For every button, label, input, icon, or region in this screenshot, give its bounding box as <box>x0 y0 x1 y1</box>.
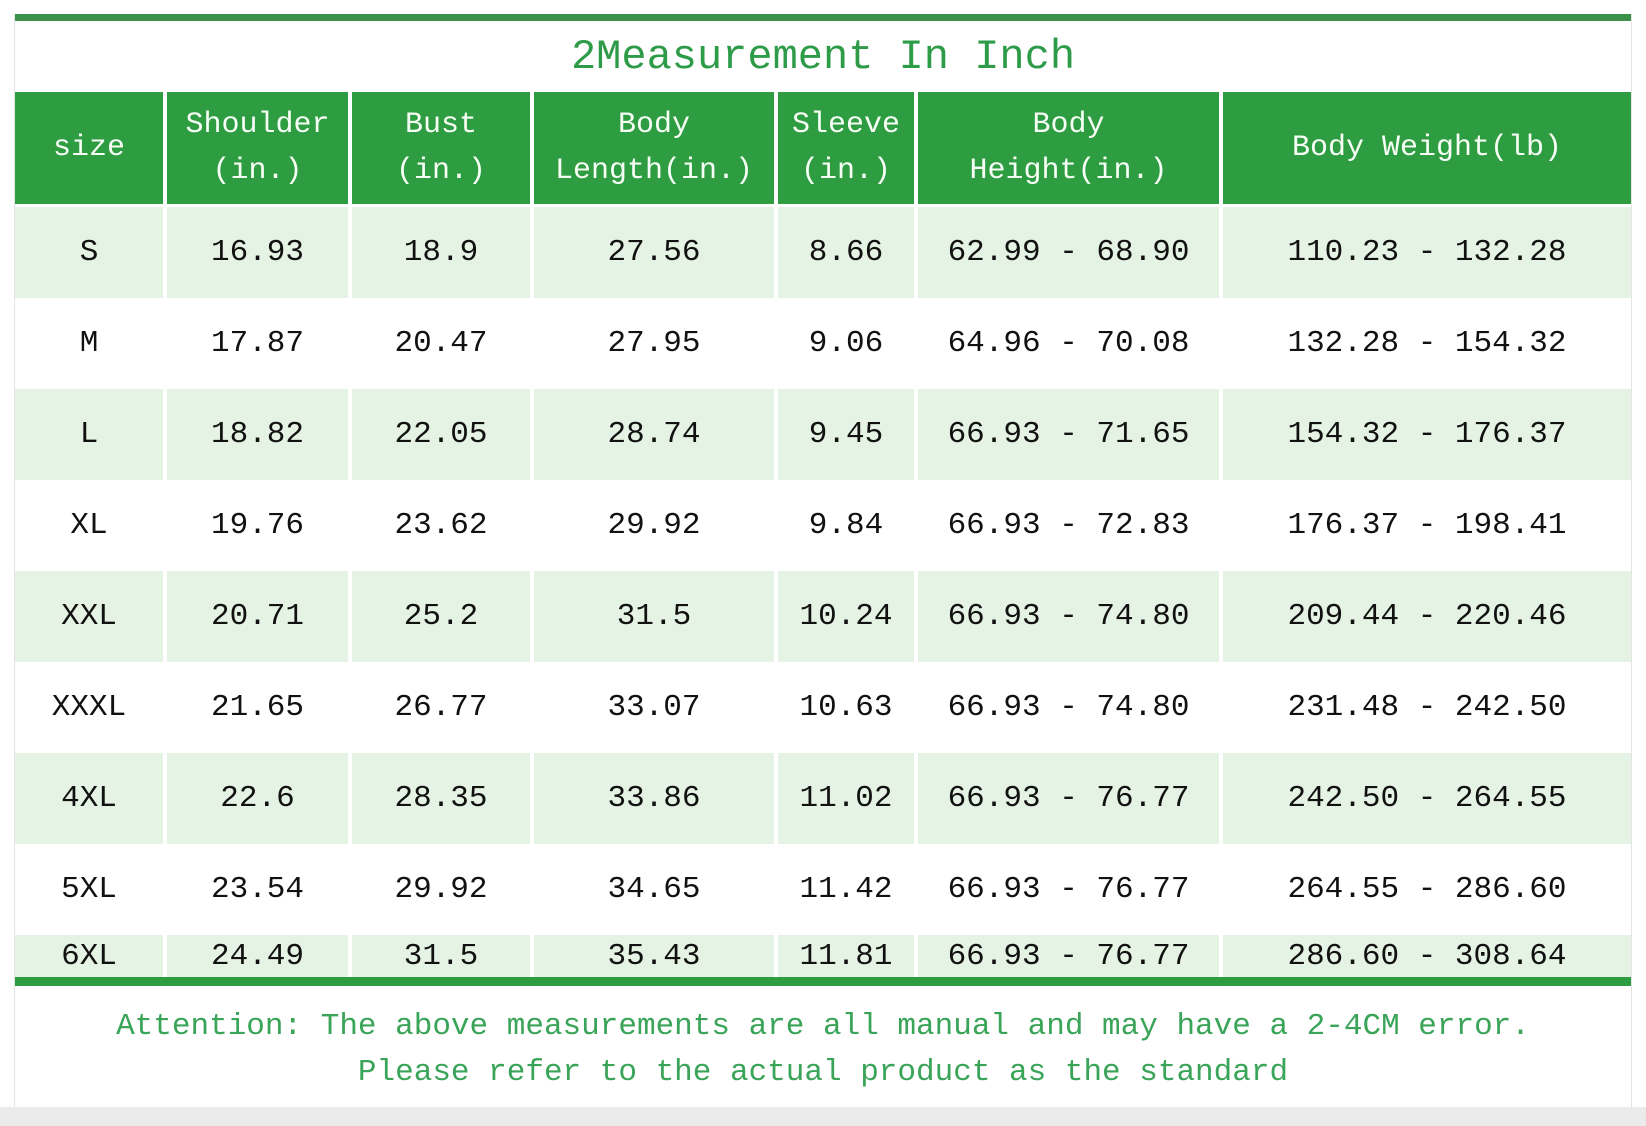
table-row: XXL 20.71 25.2 31.5 10.24 66.93 - 74.80 209.44… <box>15 571 1631 662</box>
cell-body_height: 66.93 - 76.77 <box>916 844 1223 935</box>
cell-bust: 25.2 <box>350 571 534 662</box>
cell-body_height: 66.93 - 71.65 <box>916 389 1223 480</box>
cell-body_height: 62.99 - 68.90 <box>916 205 1223 298</box>
attention-note-line1: Attention: The above measurements are al… <box>116 1009 1530 1044</box>
cell-size: XL <box>15 480 167 571</box>
table-row: 5XL 23.54 29.92 34.65 11.42 66.93 - 76.77 264.… <box>15 844 1631 935</box>
cell-body_length: 27.56 <box>532 205 778 298</box>
column-header-shoulder: Shoulder (in.) <box>165 92 352 207</box>
column-header-body_height: Body Height(in.) <box>916 92 1223 207</box>
cell-body_height: 66.93 - 76.77 <box>916 753 1223 844</box>
title-area: 2Measurement In Inch <box>15 21 1631 92</box>
cell-shoulder: 17.87 <box>165 298 352 389</box>
table-row: L 18.82 22.05 28.74 9.45 66.93 - 71.65 154.32 … <box>15 389 1631 480</box>
cell-body_weight: 132.28 - 154.32 <box>1287 326 1567 361</box>
cell-bust: 31.5 <box>350 935 534 977</box>
column-header-body_weight: Body Weight(lb) <box>1221 92 1631 207</box>
cell-sleeve: 11.02 <box>776 753 918 844</box>
cell-size: L <box>15 389 167 480</box>
cell-shoulder: 20.71 <box>165 571 352 662</box>
cell-sleeve: 10.24 <box>776 571 918 662</box>
top-border-accent <box>15 14 1631 21</box>
cell-size: 5XL <box>15 844 167 935</box>
column-header-bust: Bust (in.) <box>350 92 534 207</box>
table-row: 4XL 22.6 28.35 33.86 11.02 66.93 - 76.77 242.5… <box>15 753 1631 844</box>
cell-sleeve: 9.45 <box>776 389 918 480</box>
cell-shoulder: 23.54 <box>165 844 352 935</box>
table-row: M 17.87 20.47 27.95 9.06 64.96 - 70.08 132.28 … <box>15 298 1631 389</box>
cell-size: XXXL <box>15 662 167 753</box>
column-header-size: size <box>15 92 167 207</box>
cell-size: 4XL <box>15 753 167 844</box>
table-row: XL 19.76 23.62 29.92 9.84 66.93 - 72.83 176.37… <box>15 480 1631 571</box>
cell-sleeve: 9.84 <box>776 480 918 571</box>
cell-body_weight: 231.48 - 242.50 <box>1287 690 1567 725</box>
cell-body_height: 66.93 - 74.80 <box>916 571 1223 662</box>
table-bottom-border <box>15 977 1631 986</box>
cell-sleeve: 10.63 <box>776 662 918 753</box>
cell-body_height: 66.93 - 76.77 <box>916 935 1223 977</box>
cell-size: 6XL <box>15 935 167 977</box>
cell-shoulder: 24.49 <box>165 935 352 977</box>
cell-sleeve: 8.66 <box>776 205 918 298</box>
table-row: 6XL 24.49 31.5 35.43 11.81 66.93 - 76.77 286.6… <box>15 935 1631 977</box>
cell-sleeve: 11.42 <box>776 844 918 935</box>
cell-shoulder: 21.65 <box>165 662 352 753</box>
cell-body_weight: 154.32 - 176.37 <box>1221 389 1631 480</box>
cell-body_weight: 286.60 - 308.64 <box>1221 935 1631 977</box>
attention-note-line2: Please refer to the actual product as th… <box>357 1055 1289 1090</box>
cell-body_length: 28.74 <box>532 389 778 480</box>
cell-body_weight: 264.55 - 286.60 <box>1287 872 1567 907</box>
cell-body_weight: 176.37 - 198.41 <box>1287 508 1567 543</box>
page-bottom-strip <box>0 1107 1646 1126</box>
cell-body_length: 31.5 <box>532 571 778 662</box>
header-row: size Shoulder (in.) Bust (in.) Body Length(… <box>15 92 1631 207</box>
cell-sleeve: 9.06 <box>776 298 918 389</box>
cell-size: XXL <box>15 571 167 662</box>
column-header-sleeve: Sleeve (in.) <box>776 92 918 207</box>
cell-body_length: 29.92 <box>532 480 778 571</box>
cell-body_length: 33.86 <box>532 753 778 844</box>
cell-shoulder: 18.82 <box>165 389 352 480</box>
cell-body_weight: 209.44 - 220.46 <box>1221 571 1631 662</box>
cell-bust: 23.62 <box>350 480 534 571</box>
table-row: S 16.93 18.9 27.56 8.66 62.99 - 68.90 110.23 -… <box>15 205 1631 298</box>
size-table: size Shoulder (in.) Bust (in.) Body Length(… <box>15 92 1631 977</box>
cell-bust: 20.47 <box>350 298 534 389</box>
cell-body_length: 35.43 <box>532 935 778 977</box>
table-row: XXXL 21.65 26.77 33.07 10.63 66.93 - 74.80 231… <box>15 662 1631 753</box>
cell-body_length: 27.95 <box>532 298 778 389</box>
table-body: S 16.93 18.9 27.56 8.66 62.99 - 68.90 110.23 -… <box>15 205 1631 977</box>
cell-sleeve: 11.81 <box>776 935 918 977</box>
column-header-body_length: Body Length(in.) <box>532 92 778 207</box>
cell-body_length: 34.65 <box>532 844 778 935</box>
cell-bust: 29.92 <box>350 844 534 935</box>
cell-body_height: 66.93 - 74.80 <box>916 662 1223 753</box>
cell-bust: 26.77 <box>350 662 534 753</box>
attention-note: Attention: The above measurements are al… <box>15 986 1631 1120</box>
chart-title: 2Measurement In Inch <box>570 32 1076 81</box>
cell-body_length: 33.07 <box>532 662 778 753</box>
cell-bust: 22.05 <box>350 389 534 480</box>
cell-size: M <box>15 298 167 389</box>
cell-size: S <box>15 205 167 298</box>
cell-body_height: 64.96 - 70.08 <box>916 298 1223 389</box>
cell-shoulder: 19.76 <box>165 480 352 571</box>
cell-shoulder: 16.93 <box>165 205 352 298</box>
cell-shoulder: 22.6 <box>165 753 352 844</box>
cell-body_height: 66.93 - 72.83 <box>916 480 1223 571</box>
size-chart-card: 2Measurement In Inch size Shoulder (in.) B… <box>14 14 1632 1121</box>
cell-body_weight: 110.23 - 132.28 <box>1221 205 1631 298</box>
cell-bust: 18.9 <box>350 205 534 298</box>
cell-body_weight: 242.50 - 264.55 <box>1221 753 1631 844</box>
cell-bust: 28.35 <box>350 753 534 844</box>
